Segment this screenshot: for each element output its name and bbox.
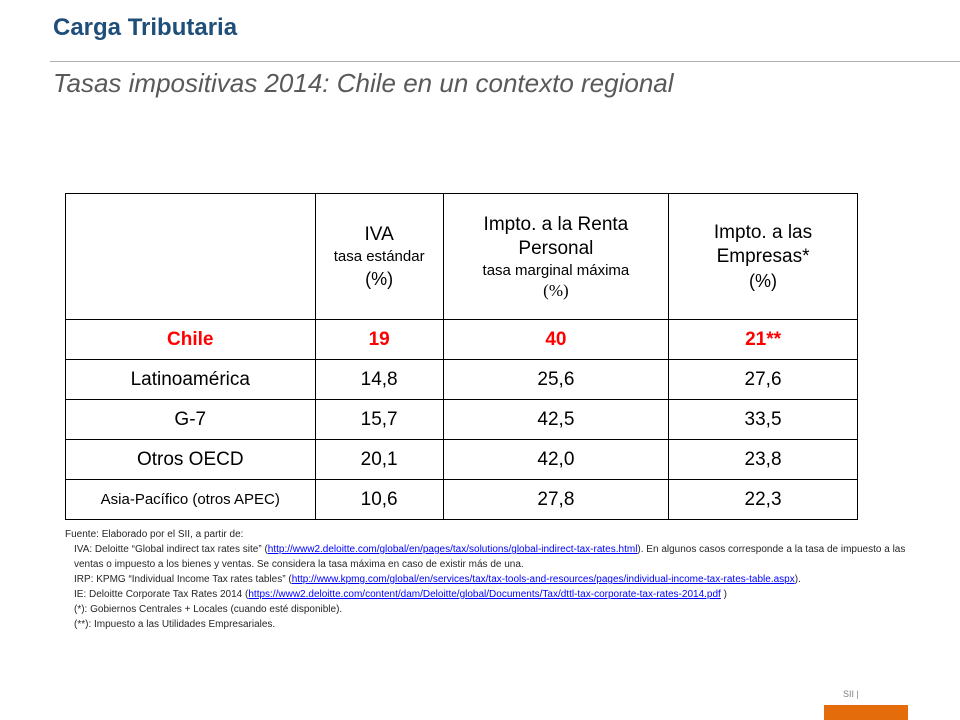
header-empresas-main: Impto. a las Empresas* <box>713 221 813 267</box>
header-empresas-unit: (%) <box>749 270 778 291</box>
page-subtitle: Tasas impositivas 2014: Chile en un cont… <box>53 68 674 98</box>
row-iva: 10,6 <box>314 479 444 520</box>
header-empty-cell <box>65 193 316 320</box>
irp-source-link[interactable]: http://www.kpmg.com/global/en/services/t… <box>291 574 795 585</box>
source-line: Fuente: Elaborado por el SII, a partir d… <box>65 529 244 540</box>
ie-source-note: IE: Deloitte Corporate Tax Rates 2014 (h… <box>65 587 925 602</box>
header-iva: IVA tasa estándar (%) <box>314 193 444 320</box>
table-row: G-7 15,7 42,5 33,5 <box>65 399 858 440</box>
iva-note-suffix: ). En algunos casos corresponde a la tas… <box>74 544 906 570</box>
footer-accent-bar <box>824 705 908 720</box>
row-renta: 42,5 <box>442 399 670 440</box>
footer-label: SII | <box>843 689 859 699</box>
row-empresas: 23,8 <box>668 439 858 480</box>
irp-source-note: IRP: KPMG “Individual Income Tax rates t… <box>65 572 925 587</box>
row-empresas: 27,6 <box>668 359 858 400</box>
title-divider <box>50 61 960 62</box>
header-renta: Impto. a la Renta Personal tasa marginal… <box>442 193 670 320</box>
page-title: Carga Tributaria <box>53 14 238 41</box>
header-renta-unit: (%) <box>543 280 569 300</box>
table-header-row: IVA tasa estándar (%) Impto. a la Renta … <box>65 193 858 320</box>
iva-source-note: IVA: Deloitte “Global indirect tax rates… <box>65 542 925 572</box>
row-name: Asia-Pacífico (otros APEC) <box>65 479 316 520</box>
iva-source-link[interactable]: http://www2.deloitte.com/global/en/pages… <box>267 544 638 555</box>
row-iva: 15,7 <box>314 399 444 440</box>
row-iva: 14,8 <box>314 359 444 400</box>
row-name: Otros OECD <box>65 439 316 480</box>
tax-rates-table: IVA tasa estándar (%) Impto. a la Renta … <box>65 193 858 520</box>
header-empresas: Impto. a las Empresas* (%) <box>668 193 858 320</box>
row-name: G-7 <box>65 399 316 440</box>
row-renta: 25,6 <box>442 359 670 400</box>
row-name: Chile <box>65 319 316 360</box>
table-row: Latinoamérica 14,8 25,6 27,6 <box>65 359 858 400</box>
row-iva: 20,1 <box>314 439 444 480</box>
header-iva-unit: (%) <box>365 268 394 289</box>
row-renta: 42,0 <box>442 439 670 480</box>
row-empresas: 33,5 <box>668 399 858 440</box>
row-renta: 40 <box>442 319 670 360</box>
source-notes: Fuente: Elaborado por el SII, a partir d… <box>65 527 925 632</box>
iva-note-prefix: IVA: Deloitte “Global indirect tax rates… <box>74 544 268 555</box>
table-row: Asia-Pacífico (otros APEC) 10,6 27,8 22,… <box>65 479 858 520</box>
header-iva-main: IVA <box>364 223 394 245</box>
footnote-asterisk: (*): Gobiernos Centrales + Locales (cuan… <box>74 604 343 615</box>
irp-note-prefix: IRP: KPMG “Individual Income Tax rates t… <box>74 574 292 585</box>
header-renta-sub: tasa marginal máxima <box>482 261 630 279</box>
header-renta-main: Impto. a la Renta Personal <box>483 213 629 259</box>
row-iva: 19 <box>314 319 444 360</box>
ie-note-prefix: IE: Deloitte Corporate Tax Rates 2014 ( <box>74 589 249 600</box>
row-empresas: 21** <box>668 319 858 360</box>
row-name: Latinoamérica <box>65 359 316 400</box>
irp-note-suffix: ). <box>794 574 801 585</box>
ie-note-suffix: ) <box>720 589 727 600</box>
table-row: Chile 19 40 21** <box>65 319 858 360</box>
row-empresas: 22,3 <box>668 479 858 520</box>
table-row: Otros OECD 20,1 42,0 23,8 <box>65 439 858 480</box>
row-renta: 27,8 <box>442 479 670 520</box>
footnote-double-asterisk: (**): Impuesto a las Utilidades Empresar… <box>74 619 276 630</box>
ie-source-link[interactable]: https://www2.deloitte.com/content/dam/De… <box>248 589 721 600</box>
header-iva-sub: tasa estándar <box>333 247 425 265</box>
